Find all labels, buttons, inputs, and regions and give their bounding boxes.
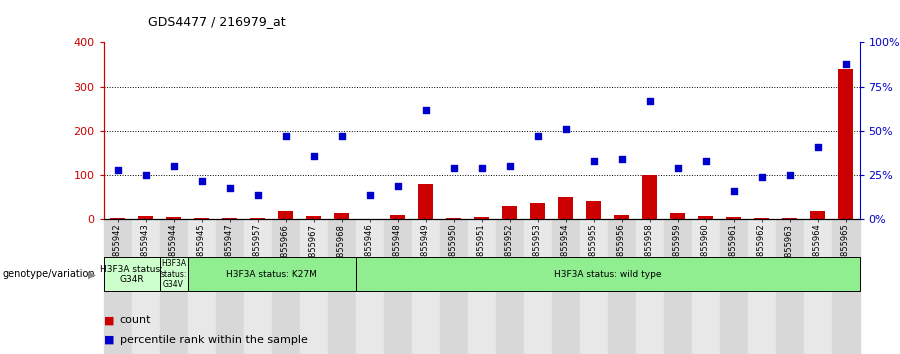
Bar (725, 217, 742, 219)
Point (838, 61, 852, 67)
Point (306, 153, 320, 159)
Point (810, 144, 824, 150)
Bar (300, 219, 328, 354)
Point (474, 165, 489, 171)
Bar (804, 219, 832, 354)
Point (334, 133, 348, 139)
Bar (187, 219, 215, 354)
Point (586, 158, 600, 164)
Point (670, 165, 685, 171)
Bar (362, 218, 377, 219)
Bar (635, 219, 663, 354)
Bar (166, 217, 181, 219)
Bar (552, 219, 580, 354)
Point (278, 133, 293, 139)
Bar (221, 218, 238, 219)
Point (222, 185, 237, 190)
Bar (215, 219, 244, 354)
Bar (670, 213, 685, 219)
Bar (383, 219, 411, 354)
Text: percentile rank within the sample: percentile rank within the sample (120, 335, 308, 345)
Bar (691, 219, 719, 354)
Bar (411, 219, 439, 354)
Bar (194, 218, 209, 219)
Text: count: count (120, 315, 151, 325)
Point (754, 174, 769, 180)
Point (726, 188, 741, 194)
Point (139, 172, 153, 178)
Bar (698, 216, 713, 219)
Bar (390, 215, 405, 219)
Point (363, 192, 377, 198)
FancyBboxPatch shape (104, 257, 159, 291)
Point (111, 167, 125, 173)
Point (782, 172, 796, 178)
Bar (278, 211, 293, 219)
Text: H3F3A status: K27M: H3F3A status: K27M (226, 270, 317, 279)
Bar (250, 218, 266, 219)
Bar (776, 219, 804, 354)
Bar (838, 69, 853, 219)
Bar (580, 219, 608, 354)
Text: H3F3A
status:
G34V: H3F3A status: G34V (160, 259, 186, 289)
Bar (558, 198, 573, 219)
Text: H3F3A status: wild type: H3F3A status: wild type (554, 270, 662, 279)
Bar (832, 219, 860, 354)
Point (250, 192, 265, 198)
Bar (642, 175, 657, 219)
FancyBboxPatch shape (187, 257, 356, 291)
Bar (502, 206, 518, 219)
Bar (439, 219, 467, 354)
Bar (719, 219, 748, 354)
Text: genotype/variation: genotype/variation (3, 269, 95, 279)
Bar (530, 202, 545, 219)
Point (698, 158, 713, 164)
Bar (418, 184, 433, 219)
Point (558, 126, 572, 132)
Bar (446, 218, 461, 219)
Point (166, 164, 181, 169)
Bar (614, 215, 629, 219)
Point (418, 107, 433, 113)
Bar (782, 218, 797, 219)
Bar (754, 218, 770, 219)
Bar (467, 219, 496, 354)
Point (530, 133, 544, 139)
Bar (328, 219, 356, 354)
Bar (159, 219, 187, 354)
Bar (810, 211, 825, 219)
Bar (272, 219, 300, 354)
Bar (473, 217, 490, 219)
Bar (110, 218, 125, 219)
FancyBboxPatch shape (356, 257, 860, 291)
Text: GDS4477 / 216979_at: GDS4477 / 216979_at (148, 15, 286, 28)
FancyBboxPatch shape (159, 257, 187, 291)
Bar (138, 216, 153, 219)
Text: ■: ■ (104, 315, 114, 325)
Point (615, 156, 629, 162)
Bar (663, 219, 691, 354)
Bar (131, 219, 159, 354)
Point (446, 165, 461, 171)
Point (194, 178, 209, 183)
Text: H3F3A status:
G34R: H3F3A status: G34R (100, 265, 163, 284)
Text: ■: ■ (104, 335, 114, 345)
Bar (496, 219, 524, 354)
Bar (244, 219, 272, 354)
Bar (524, 219, 552, 354)
Point (391, 183, 405, 189)
Text: ▶: ▶ (88, 269, 96, 279)
Point (502, 164, 517, 169)
Bar (104, 219, 131, 354)
Bar (306, 216, 321, 219)
Bar (334, 213, 349, 219)
Bar (608, 219, 635, 354)
Bar (748, 219, 776, 354)
Bar (356, 219, 383, 354)
Bar (586, 201, 601, 219)
Point (643, 98, 657, 104)
